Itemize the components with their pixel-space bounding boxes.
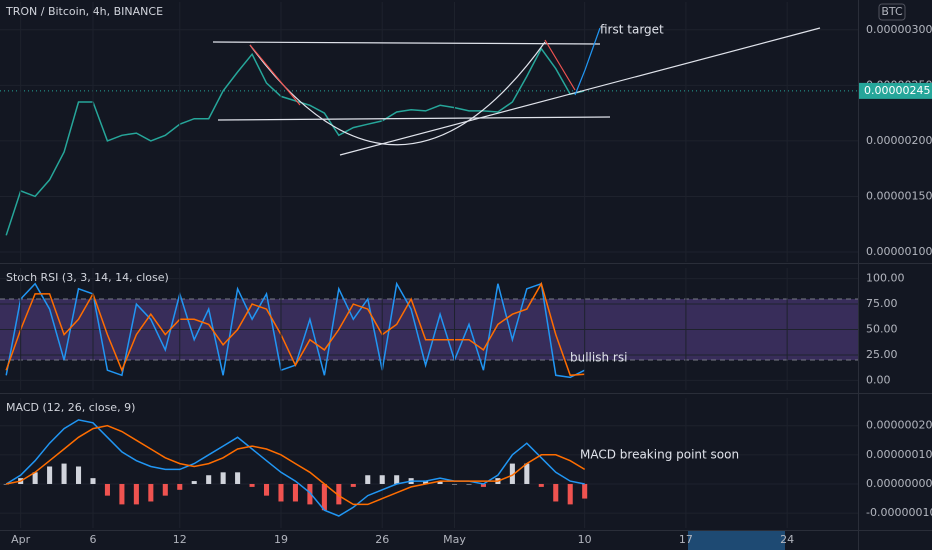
histogram-bar [3,483,9,485]
y-tick-label: 0.00000150 [866,189,932,202]
last-price-tag [859,82,932,99]
histogram-bar [466,483,472,485]
resistance-line [212,41,601,45]
y-tick-label: 25.00 [866,348,898,361]
histogram-bar [582,483,588,499]
support-line [217,116,611,121]
histogram-bar [61,463,67,484]
histogram-bar [162,483,168,496]
y-tick-label: 0.00000010 [866,448,932,461]
histogram-bar [278,483,284,502]
histogram-bar [32,472,38,484]
histogram-bar [206,475,212,484]
histogram-bar [480,483,486,487]
annotation: MACD breaking point soon [580,448,739,462]
x-tick-label: 19 [274,533,288,546]
y-tick-label: 50.00 [866,323,898,336]
pane-title: TRON / Bitcoin, 4h, BINANCE [5,5,163,18]
histogram-bar [394,475,400,484]
currency-box [878,3,906,21]
annotation: first target [600,23,664,37]
histogram-bar [148,483,154,502]
last-price-label: 0.00000245 [864,84,930,97]
histogram-bar [509,463,515,484]
y-tick-label: 0.00000020 [866,419,932,432]
histogram-bar [437,481,443,484]
series-line [6,424,586,506]
y-tick-label: -0.00000010 [866,506,932,519]
y-tick-label: 100.00 [866,272,905,285]
series-line [5,47,585,236]
histogram-bar [553,483,559,502]
series-line [5,281,585,377]
histogram-bar [307,483,313,505]
y-tick-label: 75.00 [866,297,898,310]
histogram-bar [423,481,429,484]
drawings [212,27,821,156]
drop-line [249,44,301,106]
histogram-bar [567,483,573,505]
x-tick-label: 6 [89,533,96,546]
pane-title: Stoch RSI (3, 3, 14, 14, close) [6,271,169,284]
cup-curve [249,41,546,146]
histogram-bar [379,475,385,484]
currency-label: BTC [881,5,903,18]
annotation: bullish rsi [570,351,627,365]
histogram-bar [350,483,356,487]
histogram-bar [235,472,241,484]
x-tick-label: 24 [780,533,794,546]
pane-title: MACD (12, 26, close, 9) [6,401,135,414]
x-tick-label: 26 [375,533,389,546]
y-tick-label: 0.00000300 [866,23,932,36]
y-tick-label: 0.00000200 [866,134,932,147]
histogram-bar [451,483,458,485]
histogram-bar [249,483,255,487]
histogram-bar [133,483,139,505]
target-arrow [574,27,601,96]
trend-line [339,27,821,156]
x-tick-label: 17 [679,533,693,546]
drop-line [544,39,576,91]
histogram-bar [336,483,342,505]
y-tick-label: 0.00 [866,373,891,386]
histogram-bar [538,483,544,487]
x-tick-label: May [443,533,466,546]
histogram-bar [75,466,82,484]
x-tick-label: Apr [11,533,31,546]
histogram-bar [524,463,530,484]
histogram-bar [365,475,371,484]
range-highlight [688,531,785,550]
y-tick-label: 0.00000100 [866,245,932,258]
histogram-bar [220,472,226,484]
histogram-bar [104,483,110,496]
histogram-bar [321,483,327,511]
y-tick-label: 0.00000000 [866,477,932,490]
histogram-bar [263,483,270,496]
histogram-bar [47,466,53,484]
histogram-bar [191,481,197,484]
histogram-bar [119,483,125,505]
x-tick-label: 10 [578,533,592,546]
x-tick-label: 12 [173,533,187,546]
histogram-bar [90,478,96,484]
histogram-bar [177,483,183,490]
histogram-bar [292,483,298,502]
